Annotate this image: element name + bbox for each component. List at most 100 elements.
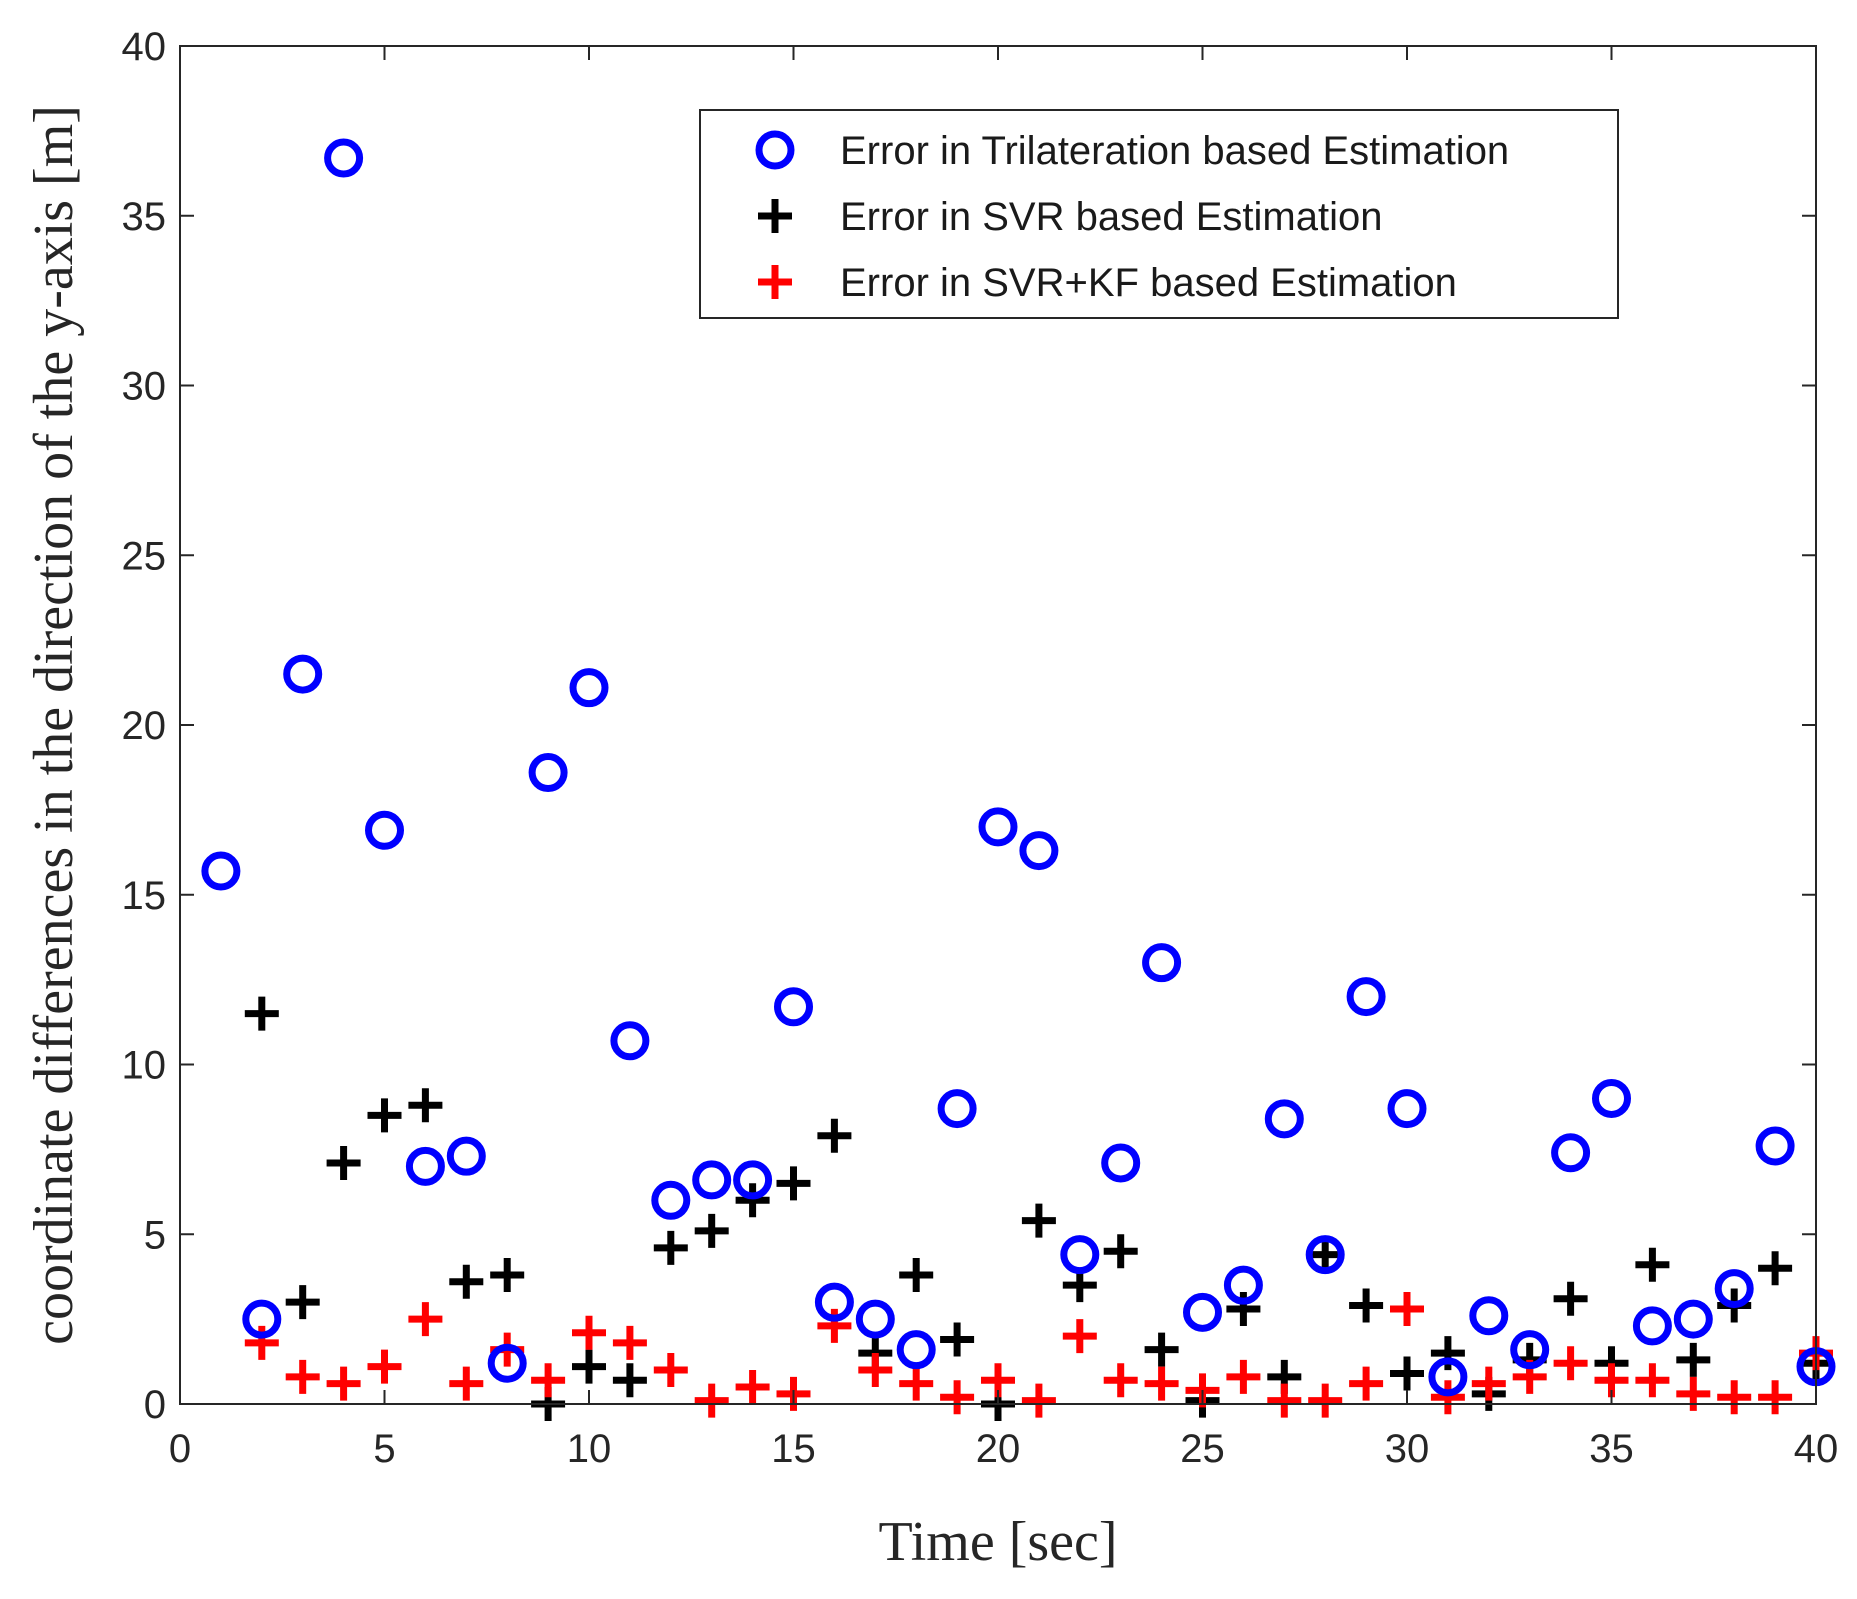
svr-kf-point [1103,1363,1138,1398]
trilateration-point [1101,1143,1141,1183]
trilateration-point [896,1330,936,1370]
svr-kf-point [531,1363,566,1398]
svr-kf-point [449,1366,484,1401]
y-tick-label: 15 [122,874,167,918]
svr-point [899,1257,934,1292]
trilateration-point [487,1343,527,1383]
trilateration-point [774,987,813,1027]
svr-point [1144,1332,1179,1367]
x-tick-label: 5 [373,1427,395,1471]
trilateration-point [1551,1133,1591,1173]
legend: Error in Trilateration based Estimation E… [699,109,1619,319]
trilateration-point [1019,831,1059,871]
legend-items: Error in Trilateration based Estimation E… [755,129,1509,305]
svr-kf-point [1471,1366,1506,1401]
svr-kf-point [1021,1383,1056,1418]
legend-label: Error in SVR+KF based Estimation [840,261,1457,305]
svr-kf-point [1308,1383,1343,1418]
y-tick-label: 40 [122,25,167,69]
trilateration-point [1346,977,1386,1017]
trilateration-point [1223,1265,1263,1305]
trilateration-point [242,1299,282,1339]
svr-kf-point [285,1359,320,1394]
plot-marks [201,138,1836,1421]
trilateration-point [1469,1296,1509,1336]
x-tick-label: 40 [1794,1427,1839,1471]
svr-point [1349,1288,1384,1323]
svr-point [776,1166,811,1201]
legend-label: Error in Trilateration based Estimation [840,129,1509,173]
trilateration-point [1673,1299,1713,1339]
trilateration-point [814,1282,854,1322]
trilateration-point [1632,1306,1672,1346]
svr-point [326,1145,361,1180]
trilateration-point [855,1299,895,1339]
legend-box [699,109,1619,319]
svr-point [244,996,279,1031]
svr-kf-point [653,1353,688,1388]
series-1 [244,996,1833,1421]
svr-point [1635,1247,1670,1282]
trilateration-point [1510,1330,1550,1370]
trilateration-point [1060,1235,1100,1275]
x-tick-label: 25 [1180,1427,1225,1471]
axis-tick-labels: 0 5 10 15 20 25 30 35 40 0 5 10 15 20 25 30 35 40 [122,25,1839,1471]
svr-point [1676,1342,1711,1377]
svr-kf-point [1758,1380,1793,1415]
svr-kf-point [735,1370,770,1405]
svr-kf-point [940,1380,975,1415]
y-axis-title: coordinate differences in the direction … [23,105,85,1345]
svr-kf-point [1553,1346,1588,1381]
y-tick-label: 0 [144,1383,166,1427]
svr-kf-point [1430,1380,1465,1415]
svr-kf-point [817,1308,852,1343]
svr-point [1021,1203,1056,1238]
svr-kf-point [1390,1291,1424,1326]
x-tick-label: 30 [1385,1427,1430,1471]
trilateration-point [283,654,323,694]
svr-kf-point [899,1366,934,1401]
trilateration-point [1387,1089,1427,1129]
legend-entry: Error in SVR+KF based Estimation [758,261,1457,305]
trilateration-point [528,753,568,793]
x-axis-title: Time [sec] [878,1511,1117,1573]
svr-point [735,1183,770,1218]
x-tick-label: 15 [771,1427,816,1471]
trilateration-point [1428,1357,1468,1397]
svr-point [367,1098,402,1133]
series-0 [201,138,1836,1397]
x-tick-label: 10 [567,1427,612,1471]
y-tick-label: 25 [122,534,167,578]
svr-point [1390,1356,1424,1391]
svr-point [1226,1291,1261,1326]
y-tick-label: 5 [144,1213,166,1257]
trilateration-point [978,807,1018,847]
legend-entry: Error in Trilateration based Estimation [755,129,1509,173]
trilateration-point [692,1160,732,1200]
svr-point [817,1118,852,1153]
svr-point [1103,1234,1138,1269]
svr-point [1308,1237,1343,1272]
trilateration-point [1305,1235,1345,1275]
svr-kf-point [367,1349,402,1384]
trilateration-point [1264,1099,1304,1139]
svr-kf-point [326,1366,361,1401]
svr-kf-point [1635,1363,1670,1398]
svr-point [408,1088,443,1123]
svr-kf-point [1676,1376,1711,1411]
svr-point [1430,1336,1465,1371]
trilateration-point [405,1146,445,1186]
svr-kf-point [1717,1380,1752,1415]
svr-point [1553,1281,1588,1316]
svr-kf-point [1267,1383,1302,1418]
svr-point [1758,1251,1793,1286]
trilateration-point [446,1136,486,1176]
trilateration-point [937,1089,977,1129]
trilateration-point [1592,1078,1631,1118]
legend-plus-marker [758,265,792,299]
svr-kf-point [1226,1359,1261,1394]
trilateration-point [569,668,609,708]
svr-point [612,1363,647,1398]
y-tick-label: 10 [122,1044,167,1088]
